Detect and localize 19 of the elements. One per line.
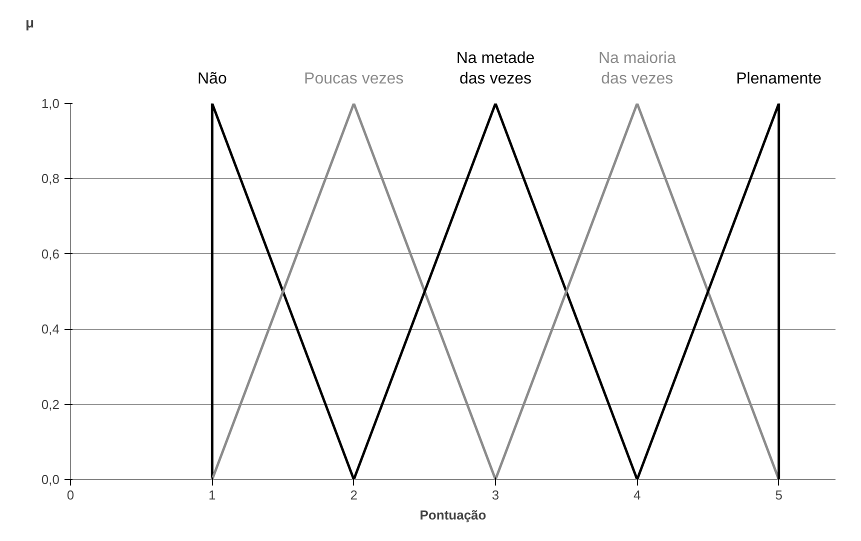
y-tick-label: 0,8 xyxy=(41,171,60,186)
x-tick-label: 0 xyxy=(66,488,74,502)
series-label: Plenamente xyxy=(736,70,822,88)
x-tick-label: 4 xyxy=(634,488,641,502)
y-tick-label: 0,6 xyxy=(41,246,60,262)
x-tick-label: 5 xyxy=(775,488,782,502)
x-tick-label: 1 xyxy=(208,488,216,502)
y-axis-title: μ xyxy=(26,14,34,30)
series-label: Não xyxy=(197,70,227,88)
text: Na maioria das vezes xyxy=(598,50,676,88)
series-label: Poucas vezes xyxy=(304,70,404,88)
x-tick-label: 2 xyxy=(350,488,358,502)
text: Na metade das vezes xyxy=(456,50,535,88)
y-tick-label: 0,4 xyxy=(41,322,60,337)
y-tick-label: 0,0 xyxy=(41,472,60,487)
x-tick-label: 3 xyxy=(492,488,500,502)
y-tick-label: 0,2 xyxy=(41,396,60,412)
x-axis-title: Pontuação xyxy=(420,508,486,522)
y-tick-label: 1,0 xyxy=(41,96,60,111)
